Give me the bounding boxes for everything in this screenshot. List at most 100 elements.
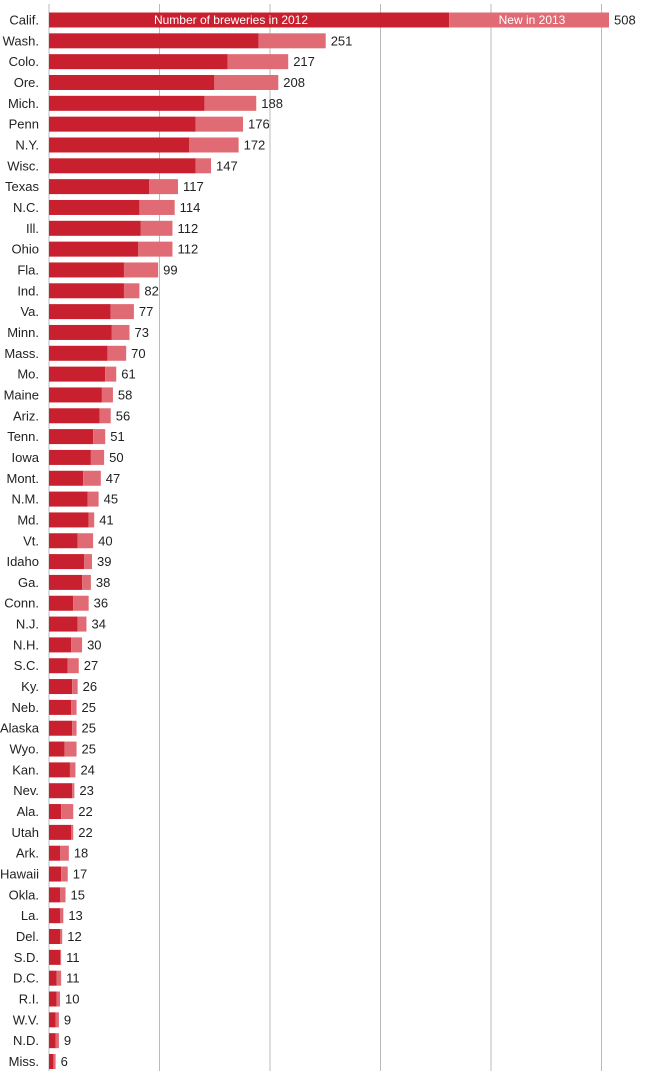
category-label: Ore. xyxy=(14,75,39,90)
value-label: 9 xyxy=(64,1033,71,1048)
category-label: Ky. xyxy=(21,679,39,694)
category-label: Okla. xyxy=(9,887,39,902)
value-label: 30 xyxy=(87,637,101,652)
bar-2012 xyxy=(49,345,108,361)
value-label: 172 xyxy=(244,137,266,152)
bar-2012 xyxy=(49,887,61,903)
bar-new-2013 xyxy=(204,95,257,111)
bar-2012 xyxy=(49,970,57,986)
category-label: N.J. xyxy=(16,617,39,632)
category-label: N.H. xyxy=(13,637,39,652)
bar-new-2013 xyxy=(71,699,77,715)
bar-new-2013 xyxy=(71,824,74,840)
category-label: Alaska xyxy=(0,721,40,736)
value-label: 17 xyxy=(73,867,87,882)
bar-new-2013 xyxy=(227,54,289,70)
bar-2012 xyxy=(49,179,150,195)
bar-2012 xyxy=(49,470,84,486)
legend: Number of breweries in 2012 New in 2013 xyxy=(154,13,566,27)
category-label: N.M. xyxy=(12,492,39,507)
category-label: Tenn. xyxy=(7,429,39,444)
value-label: 208 xyxy=(283,75,305,90)
bar-new-2013 xyxy=(189,137,239,153)
value-label: 34 xyxy=(91,617,105,632)
category-label: Maine xyxy=(4,387,39,402)
value-label: 25 xyxy=(82,721,96,736)
category-label: Mass. xyxy=(4,346,39,361)
bar-2012 xyxy=(49,137,189,153)
value-label: 61 xyxy=(121,367,135,382)
bar-new-2013 xyxy=(72,679,78,695)
category-label: N.Y. xyxy=(15,137,39,152)
bar-group xyxy=(49,12,609,1069)
bar-new-2013 xyxy=(61,866,68,882)
category-label: Wisc. xyxy=(7,158,39,173)
bar-2012 xyxy=(49,262,124,278)
value-label: 82 xyxy=(144,283,158,298)
value-label: 41 xyxy=(99,512,113,527)
value-label: 45 xyxy=(104,492,118,507)
bar-2012 xyxy=(49,408,100,424)
bar-new-2013 xyxy=(67,658,79,674)
bar-2012 xyxy=(49,387,102,403)
bar-new-2013 xyxy=(71,637,83,653)
value-label: 18 xyxy=(74,846,88,861)
bar-new-2013 xyxy=(82,574,91,590)
value-label: 114 xyxy=(180,200,201,215)
category-label: N.C. xyxy=(13,200,39,215)
bar-2012 xyxy=(49,54,228,70)
bar-new-2013 xyxy=(60,908,64,924)
value-label: 47 xyxy=(106,471,120,486)
bar-2012 xyxy=(49,33,259,49)
category-label: Utah xyxy=(12,825,39,840)
value-label: 251 xyxy=(331,33,353,48)
value-label: 26 xyxy=(83,679,97,694)
bar-new-2013 xyxy=(56,970,62,986)
category-label: Nev. xyxy=(13,783,39,798)
category-label: Colo. xyxy=(9,54,39,69)
value-label: 58 xyxy=(118,387,132,402)
bar-2012 xyxy=(49,845,61,861)
value-label: 22 xyxy=(78,825,92,840)
bar-new-2013 xyxy=(90,449,105,465)
category-label: Minn. xyxy=(7,325,39,340)
value-label: 39 xyxy=(97,554,111,569)
bar-2012 xyxy=(49,512,89,528)
bar-2012 xyxy=(49,199,140,215)
value-label: 40 xyxy=(98,533,112,548)
bar-new-2013 xyxy=(105,366,117,382)
category-label: Wash. xyxy=(3,33,39,48)
bar-new-2013 xyxy=(149,179,178,195)
category-label: Md. xyxy=(17,512,39,527)
category-label: Ark. xyxy=(16,846,39,861)
value-label: 73 xyxy=(134,325,148,340)
bar-2012 xyxy=(49,1033,56,1049)
category-label: Neb. xyxy=(12,700,39,715)
bar-new-2013 xyxy=(101,387,113,403)
bar-2012 xyxy=(49,554,85,570)
value-label: 25 xyxy=(82,700,96,715)
bar-new-2013 xyxy=(56,991,61,1007)
bar-2012 xyxy=(49,116,196,132)
bar-2012 xyxy=(49,574,83,590)
value-labels: 5082512172081881761721471171141121129982… xyxy=(61,13,636,1070)
bar-2012 xyxy=(49,637,72,653)
bar-2012 xyxy=(49,220,141,236)
bar-new-2013 xyxy=(55,1012,59,1028)
bar-2012 xyxy=(49,241,139,257)
value-label: 117 xyxy=(183,179,204,194)
category-label: Mont. xyxy=(6,471,39,486)
bar-new-2013 xyxy=(77,616,87,632)
category-label: Penn xyxy=(9,117,39,132)
category-label: Mo. xyxy=(17,367,39,382)
bar-2012 xyxy=(49,12,450,28)
bar-new-2013 xyxy=(60,845,69,861)
value-label: 99 xyxy=(163,262,177,277)
category-label: Kan. xyxy=(12,762,39,777)
bar-2012 xyxy=(49,908,61,924)
bar-2012 xyxy=(49,95,205,111)
value-label: 11 xyxy=(66,950,80,965)
bar-new-2013 xyxy=(60,887,66,903)
category-label: Vt. xyxy=(23,533,39,548)
bar-new-2013 xyxy=(60,929,63,945)
